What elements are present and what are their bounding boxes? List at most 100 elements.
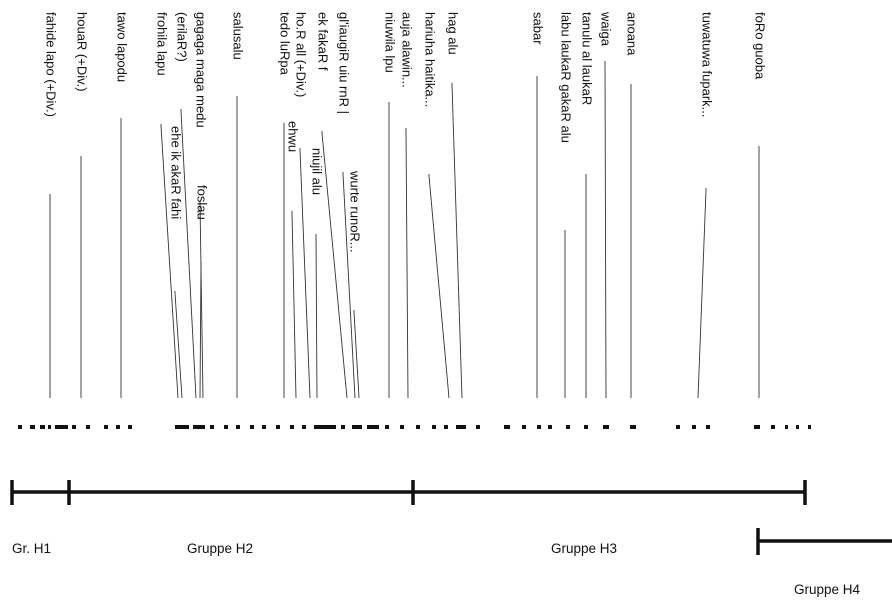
leader-line [405,128,409,399]
marker-tick [290,425,294,429]
marker-tick [193,425,205,429]
leader-label: frohila lapu [155,12,170,76]
leader-label: hag alu [446,12,461,55]
marker-tick [18,425,22,429]
marker-tick [72,425,76,429]
leader-label: salusalu [231,12,246,60]
marker-tick [385,425,389,429]
leader-label: tawo lapodu [115,12,130,82]
marker-tick [262,425,266,429]
leader-line [342,172,356,399]
leader-label: auja alawin... [400,12,415,88]
marker-tick [476,425,480,429]
leader-label: ho.R all (+Div.) [294,12,309,97]
marker-tick [754,425,760,429]
marker-tick [548,425,552,429]
leader-line [353,310,360,399]
marker-tick [456,425,466,429]
marker-tick [504,425,510,429]
leader-label: foRo guoba [753,12,768,80]
leader-line [180,109,197,399]
marker-tick [676,425,680,429]
marker-tick [116,425,120,429]
leader-label: wurte runoR... [348,170,363,253]
marker-tick [367,425,379,429]
marker-tick [352,425,362,429]
marker-tick [30,425,35,429]
marker-tick [250,425,254,429]
marker-tick [522,425,526,429]
group-label: Gr. H1 [12,541,51,556]
leader-label: gl'iaugiR uiu rnR | [337,12,352,114]
leader-line [199,262,202,399]
leader-lines [49,61,760,399]
marker-tick [302,425,306,429]
leader-label: ehwu [286,121,301,152]
marker-tick [128,425,132,429]
marker-tick [104,425,108,429]
group-brackets [10,480,892,555]
marker-tick [236,425,240,429]
marker-tick [808,425,811,429]
marker-tick [341,425,345,429]
marker-tick [276,425,280,429]
marker-row [18,425,811,429]
leader-line [697,188,707,399]
leader-label: sabar [531,12,546,45]
marker-tick [630,425,636,429]
marker-tick [796,425,799,429]
marker-tick [706,425,710,429]
leader-label: anoana [625,12,640,56]
marker-tick [40,425,45,429]
marker-tick [210,425,214,429]
leader-label: gagaga maga medu [194,12,209,128]
marker-tick [566,425,570,429]
marker-tick [400,425,404,429]
marker-tick [86,425,90,429]
leader-label: labu laukaR gakaR alu [559,12,574,143]
leader-label: tedo luRpa [278,12,293,76]
leader-line [428,174,450,399]
group-label: Gruppe H2 [187,541,253,556]
leader-line [451,83,463,399]
leader-label: niuwila lpu [383,12,398,73]
leader-label: ehe ik akaR fahi [169,126,184,219]
leader-label: waiga [599,11,614,47]
leader-line [604,61,607,399]
marker-tick [785,425,788,429]
leader-label: hariuha haitika... [423,12,438,107]
marker-tick [444,425,448,429]
group-label: Gruppe H3 [551,541,617,556]
leader-label: niujil alu [310,148,325,195]
marker-tick [416,425,420,429]
marker-tick [692,425,696,429]
marker-tick [224,425,228,429]
marker-tick [771,425,775,429]
label-group: fahide lapo (+Div.) houaR (+Div.) tawo lap… [44,11,768,253]
leader-label: houaR (+Div.) [75,12,90,92]
leader-line [299,148,311,399]
leader-label: tuwatuwa fupark... [700,12,715,118]
group-labels: Gr. H1 Gruppe H2 Gruppe H3 Gruppe H4 [12,541,861,597]
leader-line [291,211,297,399]
marker-tick [48,425,51,429]
marker-tick [175,425,189,429]
leader-line [160,124,179,399]
leader-label: foslau [195,185,210,220]
leader-label: tanulu al laukaR [580,12,595,105]
marker-tick [584,425,588,429]
group-label: Gruppe H4 [794,582,861,597]
leader-label: (erilaR?) [175,12,190,62]
marker-tick [55,425,68,429]
leader-line [174,291,183,399]
marker-tick [537,425,541,429]
leader-label: fahide lapo (+Div.) [44,12,59,117]
marker-tick [314,425,336,429]
leader-line [321,131,348,399]
marker-tick [432,425,436,429]
marker-tick [603,425,609,429]
leader-line [199,201,204,399]
leader-line [315,234,318,399]
